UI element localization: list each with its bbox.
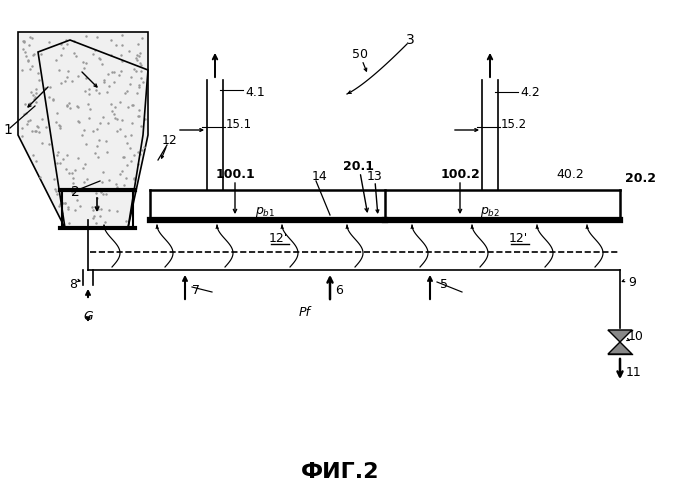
Text: Pf: Pf [299, 306, 311, 318]
Text: 2: 2 [71, 185, 80, 199]
Text: ФИГ.2: ФИГ.2 [301, 462, 379, 482]
Text: 4.2: 4.2 [520, 86, 540, 98]
Text: 14: 14 [312, 170, 328, 182]
Text: $p_{b1}$: $p_{b1}$ [255, 205, 275, 219]
Text: G: G [83, 310, 92, 323]
Text: 5: 5 [440, 278, 448, 291]
Text: 10: 10 [628, 330, 644, 344]
Text: 12': 12' [269, 232, 288, 244]
Text: 20.1: 20.1 [343, 160, 373, 173]
Text: 1: 1 [3, 123, 12, 137]
Polygon shape [608, 342, 632, 354]
Text: 3: 3 [406, 33, 414, 47]
Polygon shape [18, 32, 148, 228]
Text: 100.2: 100.2 [440, 168, 480, 181]
Text: 40.2: 40.2 [556, 168, 584, 181]
Text: 11: 11 [626, 366, 642, 378]
Text: 15.1: 15.1 [226, 118, 252, 132]
Text: 20.2: 20.2 [625, 172, 656, 184]
Text: 4.1: 4.1 [245, 86, 265, 98]
Polygon shape [608, 330, 632, 342]
Text: 13: 13 [367, 170, 383, 182]
Text: 9: 9 [628, 276, 636, 288]
Text: 7: 7 [192, 284, 200, 296]
Text: 12: 12 [162, 134, 177, 146]
Text: 15.2: 15.2 [501, 118, 527, 132]
Text: 8: 8 [69, 278, 77, 291]
Text: 50: 50 [352, 48, 368, 62]
Text: 100.1: 100.1 [215, 168, 255, 181]
Text: 6: 6 [335, 284, 343, 296]
Text: $p_{b2}$: $p_{b2}$ [480, 205, 500, 219]
Text: 12': 12' [509, 232, 528, 244]
